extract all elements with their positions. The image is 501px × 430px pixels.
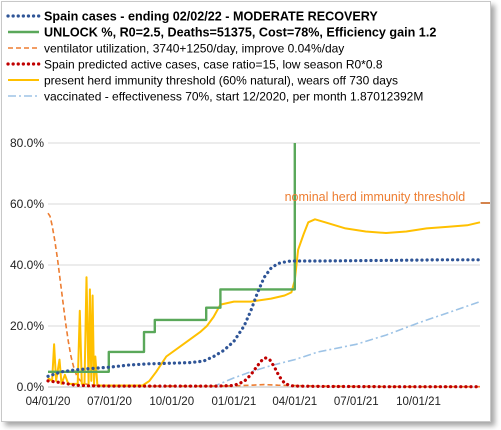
x-tick-label: 10/01/20 [149,396,194,408]
y-axis-tick-labels: 0.0% 20.0% 40.0% 60.0% 80.0% [10,136,44,394]
series-line-spain_cases [46,258,482,378]
chart-frame: Spain cases - ending 02/02/22 - MODERATE… [1,1,501,422]
series-line-herd_threshold [47,218,481,387]
chart-svg: Spain cases - ending 02/02/22 - MODERATE… [6,10,501,408]
annotation-label: nominal herd immunity threshold [285,190,466,204]
legend-label-herd_threshold: present herd immunity threshold (60% nat… [44,74,398,88]
legend-label-spain_cases: Spain cases - ending 02/02/22 - MODERATE… [44,10,378,24]
series-line-vaccinated [211,300,481,388]
legend-label-predicted_active: Spain predicted active cases, case ratio… [44,58,383,72]
x-tick-label: 01/01/21 [212,396,257,408]
y-tick-label: 60.0% [10,197,44,211]
series-line-ventilator [47,212,480,388]
grid [48,142,480,388]
series-line-predicted_active [46,356,482,389]
y-tick-label: 80.0% [10,136,44,150]
series-line-unlock [48,143,296,373]
x-tick-label: 10/01/21 [396,396,441,408]
annotation-layer: nominal herd immunity threshold [285,190,501,204]
legend: Spain cases - ending 02/02/22 - MODERATE… [6,10,436,104]
x-tick-label: 07/01/21 [334,396,379,408]
x-tick-label: 04/01/21 [272,396,317,408]
x-tick-label: 07/01/20 [87,396,132,408]
y-tick-label: 40.0% [10,258,44,272]
legend-label-unlock: UNLOCK %, R0=2.5, Deaths=51375, Cost=78%… [44,26,436,40]
legend-label-vaccinated: vaccinated - effectiveness 70%, start 12… [44,90,423,104]
series-layer [46,143,482,389]
x-tick-label: 04/01/20 [26,396,71,408]
y-tick-label: 20.0% [10,319,44,333]
y-tick-label: 0.0% [17,380,45,394]
legend-label-ventilator: ventilator utilization, 3740+1250/day, i… [44,42,344,56]
x-axis-tick-labels: 04/01/20 07/01/20 10/01/20 01/01/21 04/01/21… [26,396,441,408]
